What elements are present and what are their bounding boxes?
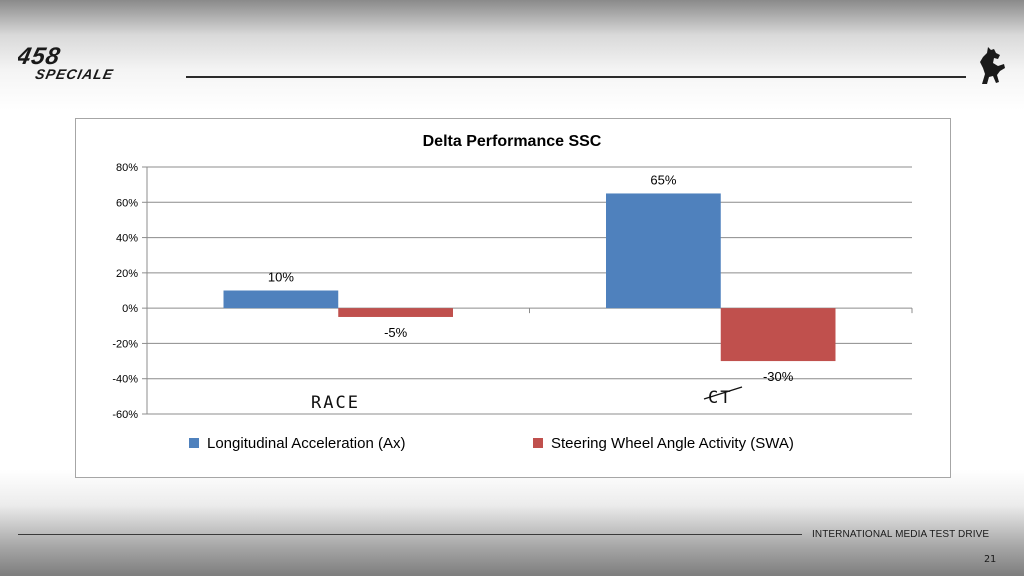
footer-rule — [18, 534, 802, 535]
y-tick-label: -60% — [112, 409, 138, 421]
y-tick-label: 20% — [116, 268, 138, 280]
bar-chart: Delta Performance SSC 80% 60% 40% 20% 0% -20%… — [112, 133, 913, 452]
bar-swa-ct — [720, 308, 836, 362]
logo-number: 458 — [18, 44, 63, 70]
logo-model: SPECIALE — [34, 66, 115, 82]
legend-label: Longitudinal Acceleration (Ax) — [207, 435, 405, 452]
y-tick-label: -40% — [112, 374, 138, 386]
header-rule — [186, 76, 966, 78]
annotation-strike — [703, 386, 743, 400]
brand-logo: 458 SPECIALE — [18, 44, 115, 82]
legend-swatch — [189, 438, 199, 448]
category-labels: RACE CT — [311, 386, 743, 413]
y-tick-label: 0% — [122, 303, 138, 315]
page-number: 21 — [984, 554, 997, 565]
legend: Longitudinal Acceleration (Ax) Steering W… — [189, 435, 794, 452]
data-labels: 10% 65% -5% -30% — [268, 172, 794, 384]
y-axis-ticks: 80% 60% 40% 20% 0% -20% -40% -60% — [112, 162, 138, 421]
data-label: -30% — [763, 369, 794, 384]
data-label: 10% — [268, 270, 294, 285]
y-tick-label: -20% — [112, 338, 138, 350]
y-tick-label: 80% — [116, 162, 138, 174]
footer-title: INTERNATIONAL MEDIA TEST DRIVE — [812, 529, 990, 540]
prancing-horse-icon — [980, 47, 1005, 84]
chart-title: Delta Performance SSC — [423, 133, 602, 150]
data-label: 65% — [650, 172, 676, 187]
data-label: -5% — [384, 325, 408, 340]
y-tick-label: 60% — [116, 197, 138, 209]
chart-panel: Delta Performance SSC 80% 60% 40% 20% 0% -20%… — [75, 118, 951, 478]
bars — [223, 193, 836, 362]
bar-ax-race — [223, 290, 339, 309]
legend-label: Steering Wheel Angle Activity (SWA) — [551, 435, 794, 452]
y-tick-label: 40% — [116, 233, 138, 245]
bar-ax-ct — [606, 193, 721, 309]
bar-swa-race — [338, 308, 453, 317]
legend-swatch — [533, 438, 543, 448]
category-label-race: RACE — [311, 393, 360, 413]
